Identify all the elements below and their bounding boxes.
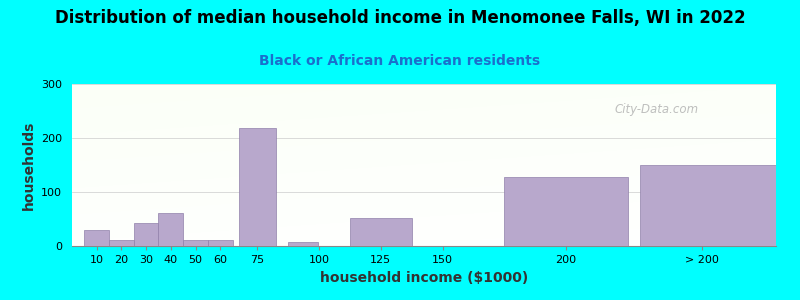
- Bar: [640, 165, 776, 246]
- Bar: [208, 239, 233, 246]
- Bar: [183, 239, 208, 246]
- Bar: [134, 223, 158, 246]
- Bar: [288, 242, 318, 246]
- Bar: [109, 239, 134, 246]
- X-axis label: household income ($1000): household income ($1000): [320, 271, 528, 285]
- Text: Black or African American residents: Black or African American residents: [259, 54, 541, 68]
- Y-axis label: households: households: [22, 120, 35, 210]
- Bar: [238, 128, 276, 246]
- Bar: [84, 230, 109, 246]
- Bar: [158, 212, 183, 246]
- Text: Distribution of median household income in Menomonee Falls, WI in 2022: Distribution of median household income …: [54, 9, 746, 27]
- Text: City-Data.com: City-Data.com: [614, 103, 698, 116]
- Bar: [504, 177, 628, 246]
- Bar: [350, 218, 412, 246]
